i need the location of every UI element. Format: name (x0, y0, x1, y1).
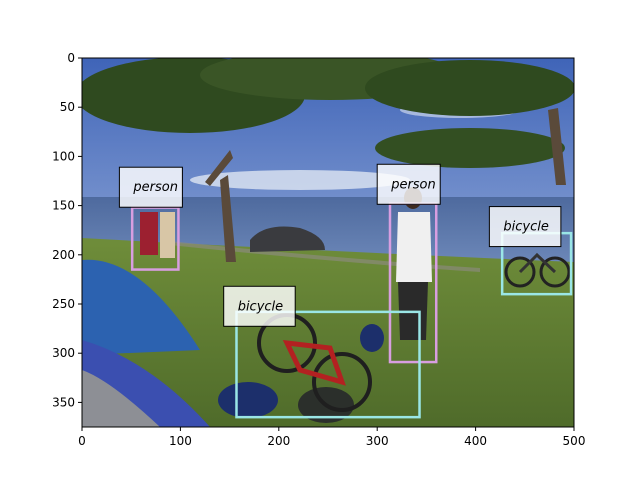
x-tick-label: 200 (267, 434, 290, 448)
y-tick-label: 200 (52, 248, 75, 262)
axis-ticks: 0 100 200 300 400 500 0 50 100 150 200 250 300 350 (52, 51, 585, 448)
x-tick-label: 0 (78, 434, 86, 448)
y-tick-label: 150 (52, 199, 75, 213)
detection-label: person (132, 180, 178, 195)
y-tick-label: 250 (52, 297, 75, 311)
x-tick-label: 500 (563, 434, 586, 448)
detection-label-box (223, 285, 296, 327)
y-tick-label: 300 (52, 346, 75, 360)
y-tick-label: 50 (60, 100, 75, 114)
detection-label: person (390, 177, 436, 192)
x-tick-label: 100 (169, 434, 192, 448)
detection-label-box (118, 166, 183, 208)
detection-box-bicycle (235, 310, 421, 419)
y-tick-label: 0 (67, 51, 75, 65)
x-tick-label: 300 (366, 434, 389, 448)
y-tick-label: 350 (52, 395, 75, 409)
detections: person person bicycle bicycle (118, 163, 573, 419)
photo (82, 58, 574, 427)
x-tick-label: 400 (464, 434, 487, 448)
detection-label-box (376, 163, 441, 205)
y-tick-label: 100 (52, 149, 75, 163)
detection-label: bicycle (503, 220, 548, 235)
detection-label-box (488, 206, 562, 248)
detection-label: bicycle (238, 299, 283, 314)
axes-frame (81, 57, 575, 428)
